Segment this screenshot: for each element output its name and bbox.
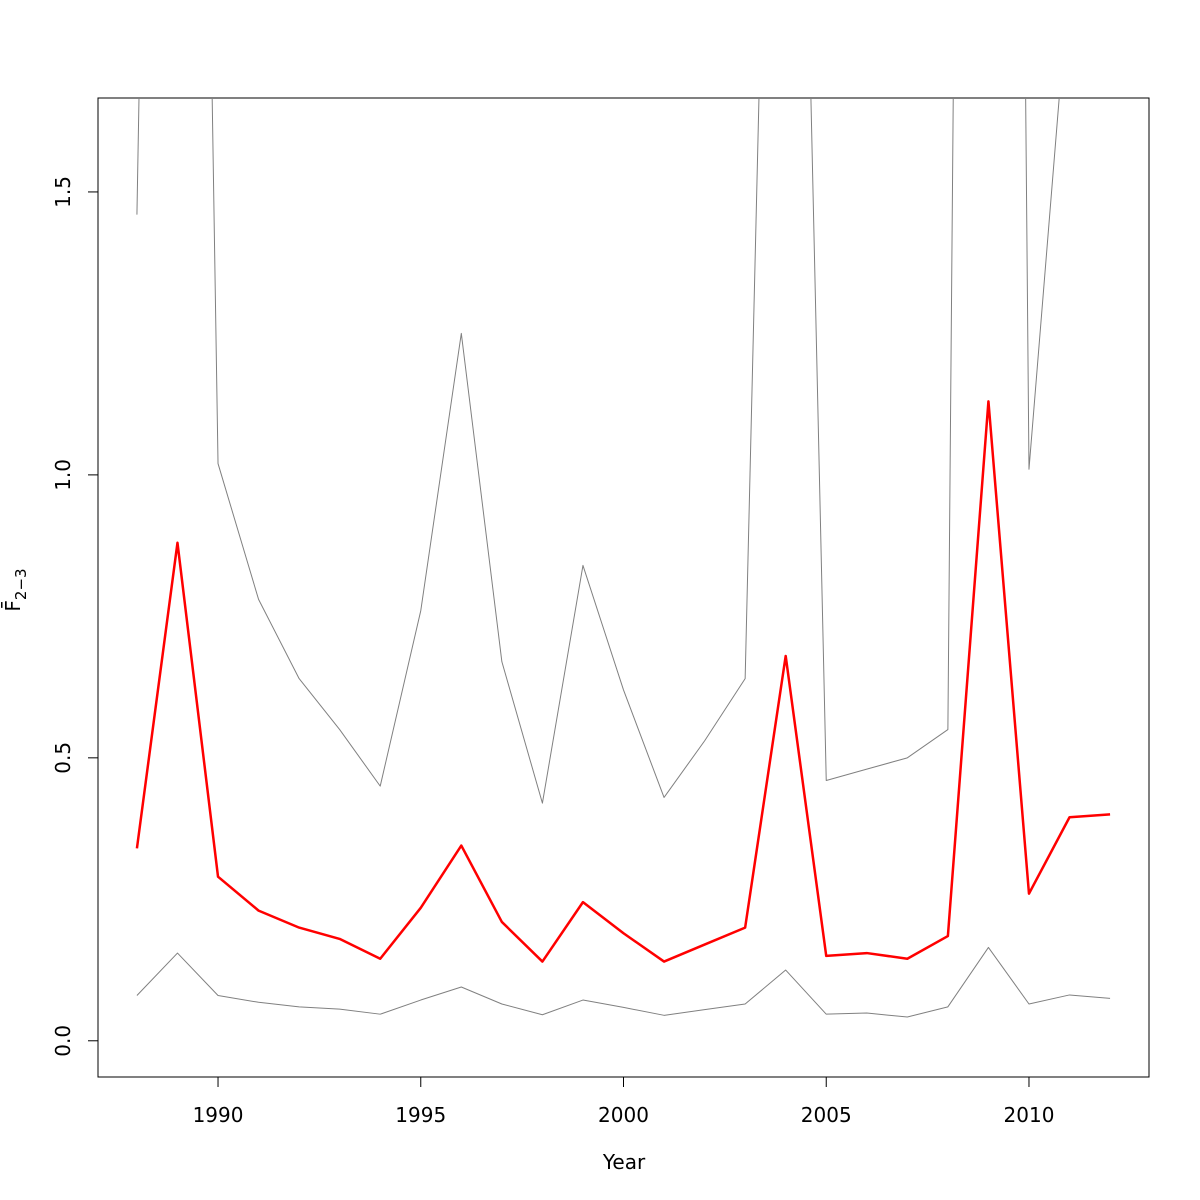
x-tick-label: 1995 [395, 1103, 446, 1127]
y-tick-label: 0.0 [51, 1025, 75, 1057]
plot-area [135, 98, 1111, 1018]
series-line [136, 98, 1060, 804]
x-tick-label: 1990 [193, 1103, 244, 1127]
series-line [136, 946, 1111, 1018]
x-tick-label: 2005 [801, 1103, 852, 1127]
y-label-symbol: F̄ [0, 600, 25, 612]
y-tick-label: 0.5 [51, 742, 75, 774]
y-axis-label: F̄2−3 [0, 568, 30, 611]
x-tick-label: 2010 [1004, 1103, 1055, 1127]
y-tick-label: 1.5 [51, 176, 75, 208]
series-line [135, 400, 1111, 963]
y-label-subscript: 2−3 [12, 568, 30, 600]
y-tick-label: 1.0 [51, 459, 75, 491]
x-axis-label: Year [602, 1150, 646, 1174]
plot-frame [97, 97, 1150, 1078]
x-tick-label: 2000 [598, 1103, 649, 1127]
